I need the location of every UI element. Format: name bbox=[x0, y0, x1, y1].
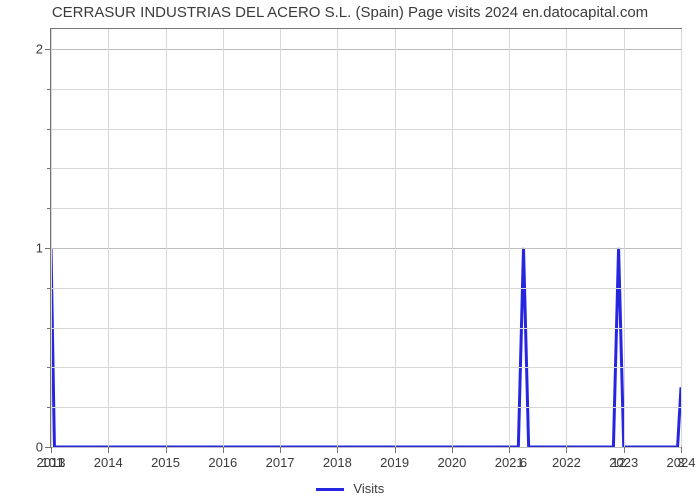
ytick-minor bbox=[47, 208, 51, 209]
gridline-v bbox=[51, 29, 52, 447]
ytick-minor bbox=[47, 328, 51, 329]
plot-area: 0122013201420152016201720182019202020212… bbox=[50, 28, 682, 448]
gridline-h bbox=[51, 367, 681, 368]
gridline-v bbox=[452, 29, 453, 447]
gridline-v bbox=[566, 29, 567, 447]
gridline-h bbox=[51, 89, 681, 90]
gridline-v bbox=[624, 29, 625, 447]
gridline-v bbox=[223, 29, 224, 447]
gridline-h bbox=[51, 447, 681, 448]
gridline-h bbox=[51, 129, 681, 130]
ytick-minor bbox=[47, 168, 51, 169]
gridline-h bbox=[51, 248, 681, 249]
gridline-h bbox=[51, 208, 681, 209]
xlabel: 2014 bbox=[94, 447, 123, 470]
ytick-minor bbox=[47, 407, 51, 408]
gridline-h bbox=[51, 328, 681, 329]
ytick-minor bbox=[47, 367, 51, 368]
gridline-v bbox=[509, 29, 510, 447]
ylabel: 2 bbox=[36, 41, 51, 56]
xlabel: 2015 bbox=[151, 447, 180, 470]
legend-label: Visits bbox=[353, 481, 384, 496]
legend-swatch bbox=[316, 488, 344, 491]
gridline-h bbox=[51, 49, 681, 50]
ytick-minor bbox=[47, 288, 51, 289]
data-annotation: 6 bbox=[520, 447, 527, 470]
ytick-minor bbox=[47, 89, 51, 90]
legend: Visits bbox=[0, 481, 700, 496]
data-annotation: 1 bbox=[58, 447, 65, 470]
ytick-minor bbox=[47, 129, 51, 130]
xlabel: 2019 bbox=[380, 447, 409, 470]
gridline-h bbox=[51, 407, 681, 408]
gridline-h bbox=[51, 288, 681, 289]
xlabel: 2016 bbox=[208, 447, 237, 470]
gridline-v bbox=[395, 29, 396, 447]
data-annotation: 3 bbox=[677, 447, 684, 470]
gridline-v bbox=[337, 29, 338, 447]
series-canvas bbox=[51, 29, 681, 447]
xlabel: 2020 bbox=[437, 447, 466, 470]
gridline-v bbox=[108, 29, 109, 447]
gridline-h bbox=[51, 168, 681, 169]
xlabel: 2018 bbox=[323, 447, 352, 470]
ylabel: 1 bbox=[36, 240, 51, 255]
series-visits bbox=[51, 248, 681, 447]
gridline-v bbox=[166, 29, 167, 447]
xlabel: 2022 bbox=[552, 447, 581, 470]
gridline-v bbox=[280, 29, 281, 447]
data-annotation: 12 bbox=[611, 447, 625, 470]
gridline-v bbox=[681, 29, 682, 447]
xlabel: 2017 bbox=[266, 447, 295, 470]
chart-title: CERRASUR INDUSTRIAS DEL ACERO S.L. (Spai… bbox=[0, 4, 700, 21]
